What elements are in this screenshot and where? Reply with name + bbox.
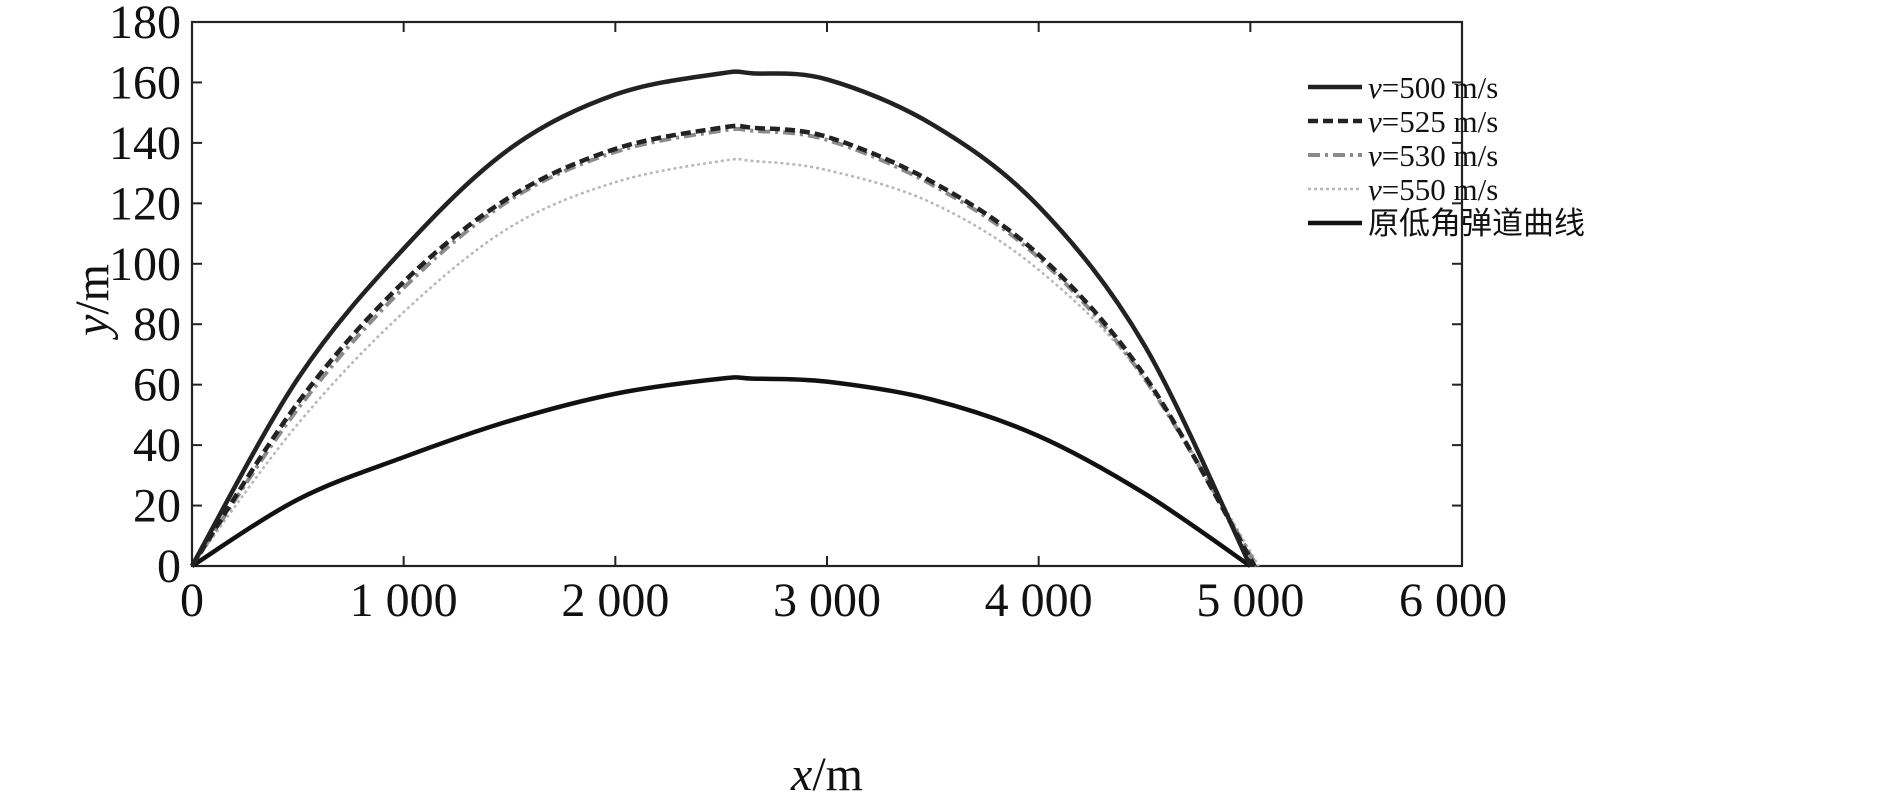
y-tick-label: 20 [133,480,181,533]
x-tick-label: 3 000 [773,574,881,627]
y-tick-label: 80 [133,298,181,351]
legend-label: v=525 m/s [1368,104,1498,139]
series-line [190,157,1260,567]
x-tick-label: 5 000 [1196,574,1304,627]
series-line [190,123,1257,568]
y-tick-label: 60 [133,359,181,412]
legend-label: v=530 m/s [1368,138,1498,173]
series-line [190,126,1259,568]
x-tick-label: 0 [180,574,204,627]
y-tick-label: 140 [109,117,181,170]
legend-label: 原低角弹道曲线 [1368,206,1585,241]
axis-ticks [191,21,1463,567]
x-tick-label: 1 000 [350,574,458,627]
axis-tick-labels: 0 1 000 2 000 3 000 4 000 5 000 6 000 0 20 40 60 80… [109,0,1507,627]
y-tick-label: 100 [109,238,181,291]
series-line [190,375,1252,568]
x-tick-label: 6 000 [1399,574,1507,627]
x-tick-label: 2 000 [561,574,669,627]
x-axis-label: x/m [790,748,863,801]
y-tick-label: 160 [109,56,181,109]
y-axis-label: y/m [66,264,119,341]
x-tick-label: 4 000 [985,574,1093,627]
plot-frame [190,20,1464,568]
y-tick-label: 180 [109,0,181,49]
legend: v=500 m/sv=525 m/sv=530 m/sv=550 m/s原低角弹… [1308,70,1585,241]
y-tick-label: 40 [133,419,181,472]
y-tick-label: 0 [157,540,181,593]
legend-label: v=500 m/s [1368,70,1498,105]
series-line [190,69,1253,568]
legend-label: v=550 m/s [1368,172,1498,207]
series-lines [190,69,1260,568]
y-tick-label: 120 [109,177,181,230]
